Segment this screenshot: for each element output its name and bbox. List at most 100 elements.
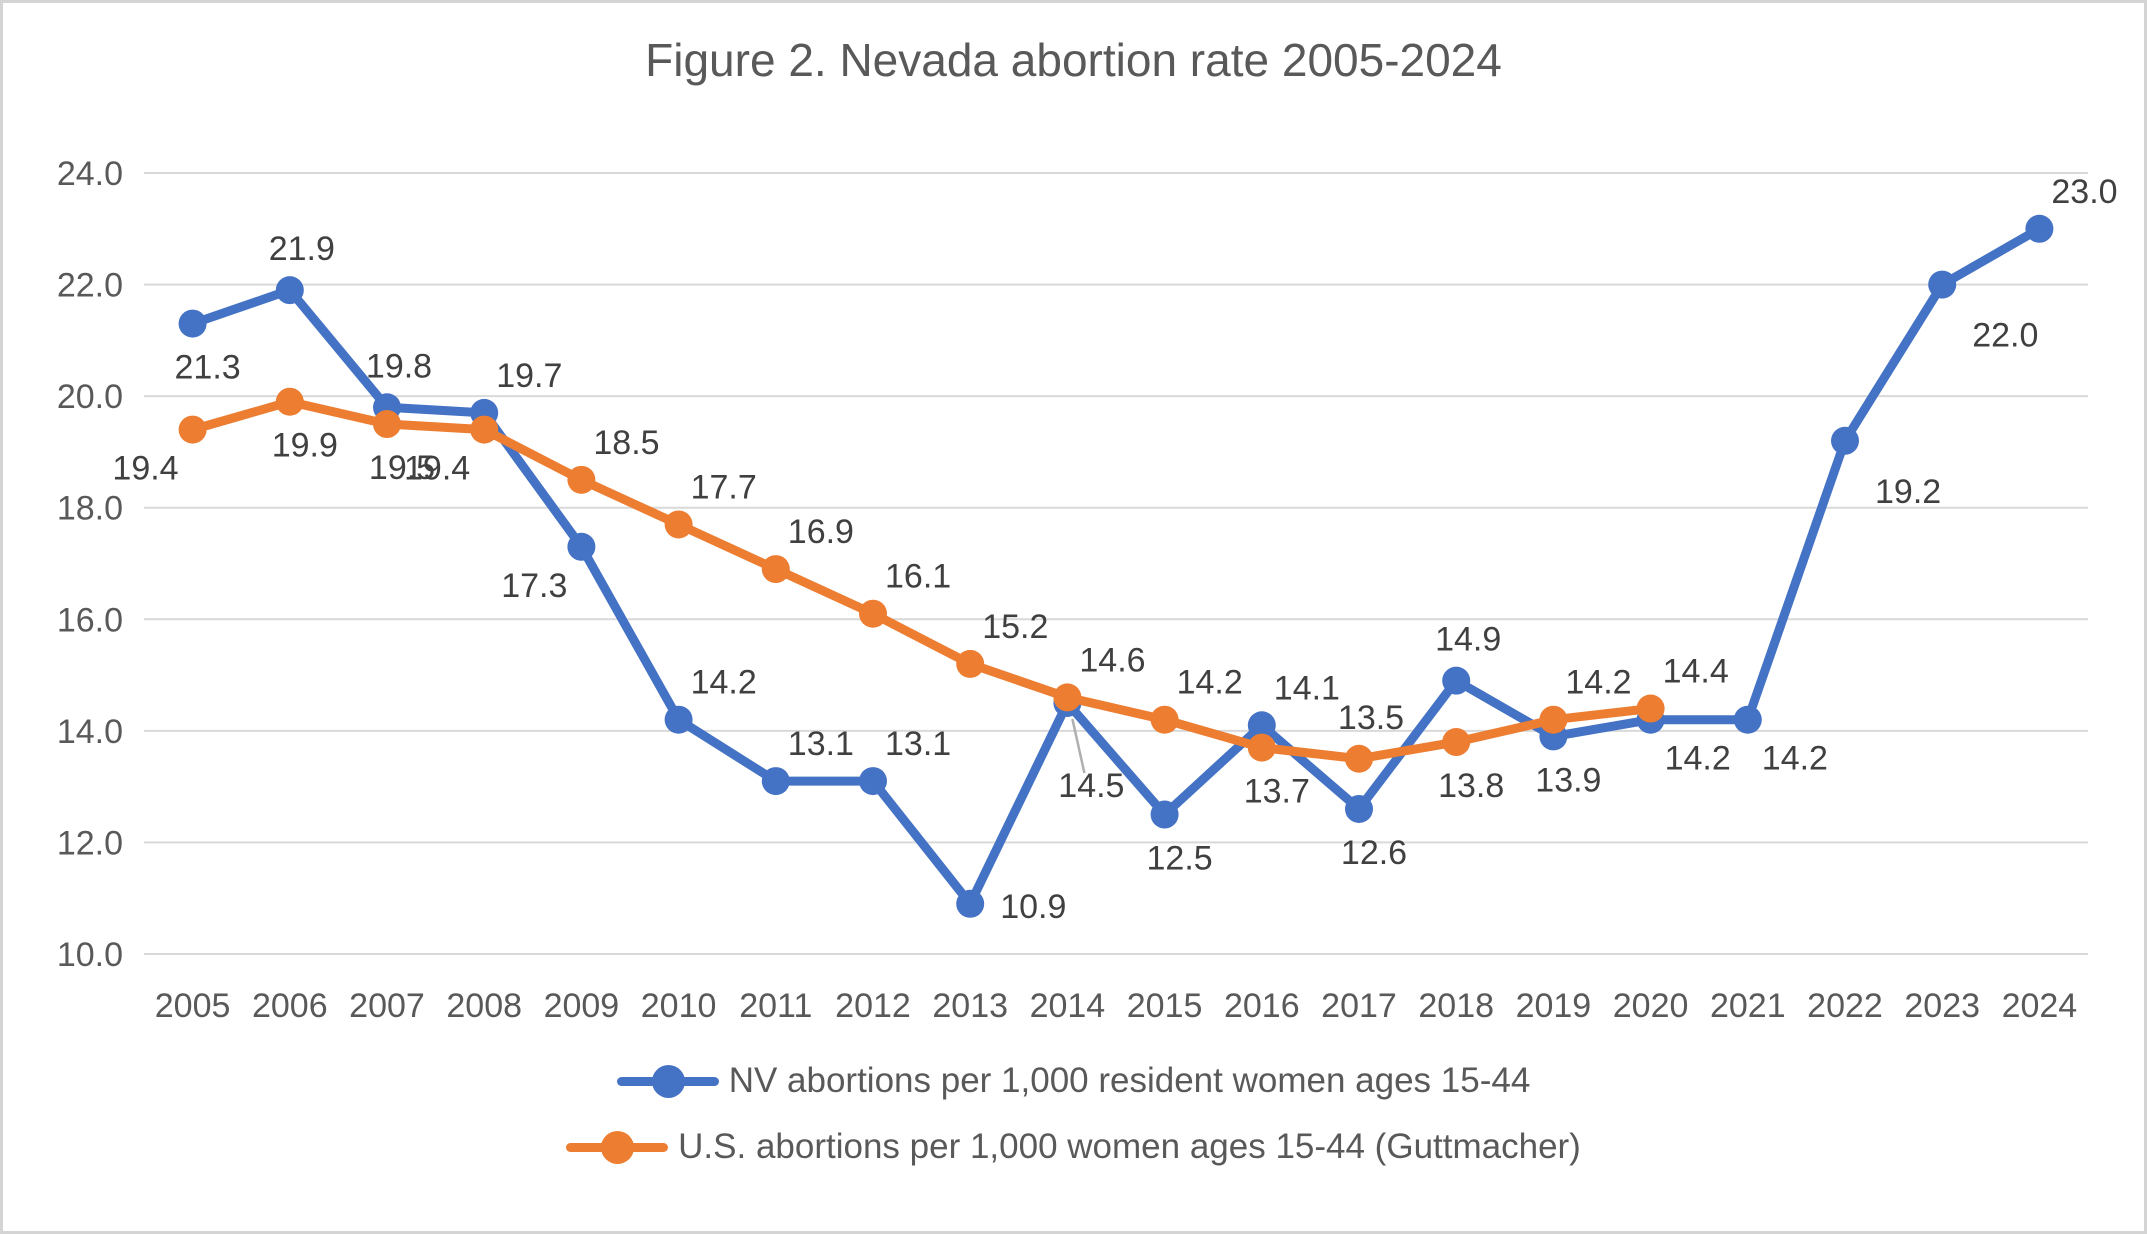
us-data-point-marker — [470, 415, 499, 444]
nv-data-point-label: 17.3 — [501, 567, 567, 605]
nv-data-point-label: 23.0 — [2051, 173, 2117, 211]
nv-data-point-label: 13.1 — [885, 725, 951, 763]
x-tick-label: 2006 — [252, 987, 328, 1025]
us-data-point-label: 19.4 — [404, 450, 470, 488]
nv-data-point-label: 22.0 — [1972, 317, 2038, 355]
us-data-point-marker — [1053, 683, 1082, 712]
us-series-line — [188, 397, 1656, 764]
nv-data-point-marker — [275, 276, 304, 305]
us-data-point-marker — [956, 649, 985, 678]
label-leader-line — [1071, 718, 1086, 774]
nv-data-point-marker — [1928, 270, 1957, 299]
nv-data-point-label: 10.9 — [1000, 888, 1066, 926]
nv-data-point-label: 14.5 — [1058, 767, 1124, 805]
y-tick-label: 12.0 — [57, 824, 123, 862]
us-data-point-marker — [1150, 705, 1179, 734]
nv-data-point-label: 21.3 — [175, 349, 241, 387]
x-tick-label: 2024 — [2002, 987, 2078, 1025]
nv-data-point-label: 12.6 — [1341, 834, 1407, 872]
us-data-point-label: 18.5 — [593, 424, 659, 462]
nv-data-point-marker — [664, 705, 693, 734]
x-tick-label: 2013 — [932, 987, 1008, 1025]
x-tick-label: 2011 — [739, 987, 812, 1025]
us-data-point-marker — [664, 510, 693, 539]
legend-label-nv: NV abortions per 1,000 resident women ag… — [728, 1061, 1531, 1100]
x-tick-label: 2015 — [1127, 987, 1203, 1025]
legend-label-us: U.S. abortions per 1,000 women ages 15-4… — [678, 1127, 1581, 1166]
chart-title: Figure 2. Nevada abortion rate 2005-2024 — [645, 34, 1502, 86]
us-data-point-label: 13.5 — [1338, 699, 1404, 737]
us-data-point-marker — [1345, 744, 1373, 773]
x-tick-label: 2022 — [1807, 987, 1883, 1025]
us-data-point-label: 14.2 — [1565, 664, 1631, 702]
nv-series-legend-marker-icon — [616, 1063, 719, 1100]
y-tick-label: 14.0 — [57, 713, 123, 751]
us-data-point-label: 13.8 — [1438, 767, 1504, 805]
nv-data-point-label: 14.9 — [1435, 621, 1501, 659]
x-tick-label: 2008 — [446, 987, 522, 1025]
us-data-point-label: 17.7 — [691, 468, 757, 506]
x-tick-label: 2017 — [1321, 987, 1397, 1025]
x-tick-label: 2012 — [835, 987, 911, 1025]
nv-data-point-label: 19.8 — [366, 347, 432, 385]
us-data-point-marker — [567, 465, 596, 494]
us-data-point-label: 19.4 — [112, 450, 178, 488]
us-data-point-label: 14.6 — [1079, 641, 1145, 679]
nv-data-point-label: 14.2 — [1762, 740, 1828, 778]
x-tick-label: 2019 — [1516, 987, 1592, 1025]
us-data-point-marker — [761, 555, 790, 584]
nv-data-point-label: 13.1 — [788, 725, 854, 763]
nv-data-point-label: 19.7 — [496, 357, 562, 395]
us-data-point-marker — [1636, 694, 1665, 723]
us-data-point-label: 14.2 — [1177, 664, 1243, 702]
y-tick-label: 18.0 — [57, 490, 123, 528]
legend-item-nv: NV abortions per 1,000 resident women ag… — [616, 1061, 1531, 1101]
x-tick-label: 2010 — [641, 987, 717, 1025]
us-data-point-marker — [1539, 705, 1568, 734]
x-tick-label: 2021 — [1710, 987, 1786, 1025]
us-data-point-marker — [859, 599, 887, 628]
legend-item-us: U.S. abortions per 1,000 women ages 15-4… — [566, 1127, 1581, 1167]
x-tick-label: 2020 — [1613, 987, 1689, 1025]
nv-data-point-label: 13.9 — [1535, 761, 1601, 799]
nv-data-point-marker — [1150, 800, 1179, 829]
us-series-legend-marker-icon — [566, 1129, 669, 1166]
x-tick-label: 2023 — [1904, 987, 1980, 1025]
us-data-point-label: 14.4 — [1663, 653, 1729, 691]
nv-data-point-marker — [567, 532, 596, 561]
y-tick-label: 20.0 — [57, 378, 123, 416]
y-tick-label: 16.0 — [57, 601, 123, 639]
us-data-point-label: 15.2 — [982, 608, 1048, 646]
nv-data-point-label: 21.9 — [269, 230, 335, 268]
legend: NV abortions per 1,000 resident women ag… — [3, 1061, 2144, 1167]
x-tick-label: 2009 — [544, 987, 620, 1025]
x-tick-label: 2007 — [349, 987, 425, 1025]
nv-data-point-label: 12.5 — [1147, 840, 1213, 878]
x-tick-label: 2005 — [155, 987, 231, 1025]
us-data-point-label: 16.9 — [788, 513, 854, 551]
nv-data-point-label: 14.2 — [691, 664, 757, 702]
nv-data-point-marker — [859, 767, 887, 796]
us-data-point-label: 13.7 — [1244, 773, 1310, 811]
us-data-point-marker — [373, 410, 401, 439]
us-data-point-label: 19.9 — [272, 427, 338, 465]
y-tick-label: 24.0 — [57, 155, 123, 193]
nv-data-point-marker — [1345, 794, 1373, 823]
x-tick-label: 2016 — [1224, 987, 1300, 1025]
nv-data-point-marker — [1831, 426, 1859, 455]
nv-data-point-marker — [178, 309, 207, 338]
us-data-point-label: 19.5 — [369, 449, 435, 487]
us-data-point-marker — [275, 387, 304, 416]
nv-data-point-marker — [1247, 711, 1276, 740]
x-tick-label: 2018 — [1418, 987, 1494, 1025]
us-data-point-label: 16.1 — [885, 558, 951, 596]
nv-data-point-marker — [1442, 666, 1471, 695]
nv-data-point-label: 14.1 — [1274, 669, 1340, 707]
x-tick-label: 2014 — [1030, 987, 1106, 1025]
y-tick-label: 22.0 — [57, 267, 123, 305]
nv-data-point-label: 19.2 — [1875, 473, 1941, 511]
nv-data-point-marker — [761, 767, 790, 796]
us-data-point-marker — [1442, 728, 1471, 757]
nv-data-point-label: 14.2 — [1665, 740, 1731, 778]
y-tick-label: 10.0 — [57, 936, 123, 974]
